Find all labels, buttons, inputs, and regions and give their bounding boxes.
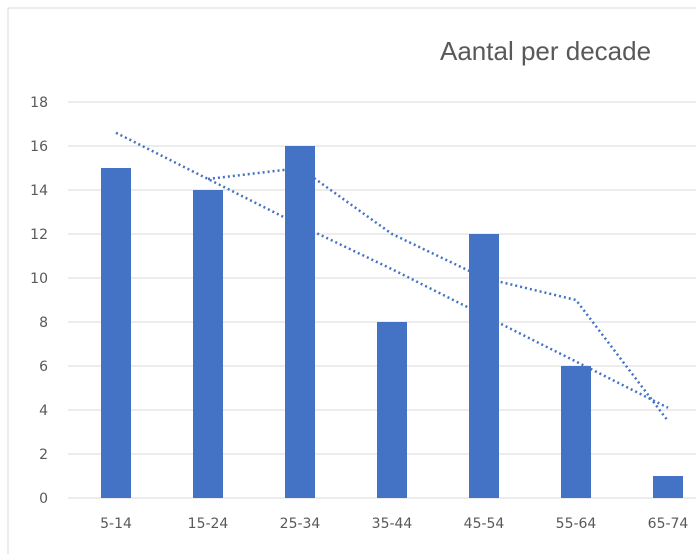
x-tick-label: 55-64 [556,516,597,532]
y-tick-label: 6 [39,359,48,375]
y-tick-label: 0 [39,491,48,507]
y-tick-label: 8 [39,315,48,331]
bar [561,366,591,498]
bar [377,322,407,498]
x-tick-label: 45-54 [464,516,505,532]
bar [469,234,499,498]
y-tick-label: 10 [30,271,48,287]
chart-title: Aantal per decade [440,36,651,66]
y-tick-label: 18 [30,95,48,111]
x-tick-label: 15-24 [188,516,229,532]
y-tick-label: 2 [39,447,48,463]
x-tick-label: 35-44 [372,516,413,532]
x-tick-label: 65-74 [648,516,689,532]
moving-average-trendline [207,166,669,422]
bar [193,190,223,498]
bar [653,476,683,498]
y-tick-label: 16 [30,139,48,155]
bar [285,146,315,498]
y-tick-label: 14 [30,183,48,199]
x-tick-label: 25-34 [280,516,321,532]
bar [101,168,131,498]
x-tick-label: 5-14 [100,516,132,532]
y-tick-label: 4 [39,403,48,419]
y-tick-label: 12 [30,227,48,243]
